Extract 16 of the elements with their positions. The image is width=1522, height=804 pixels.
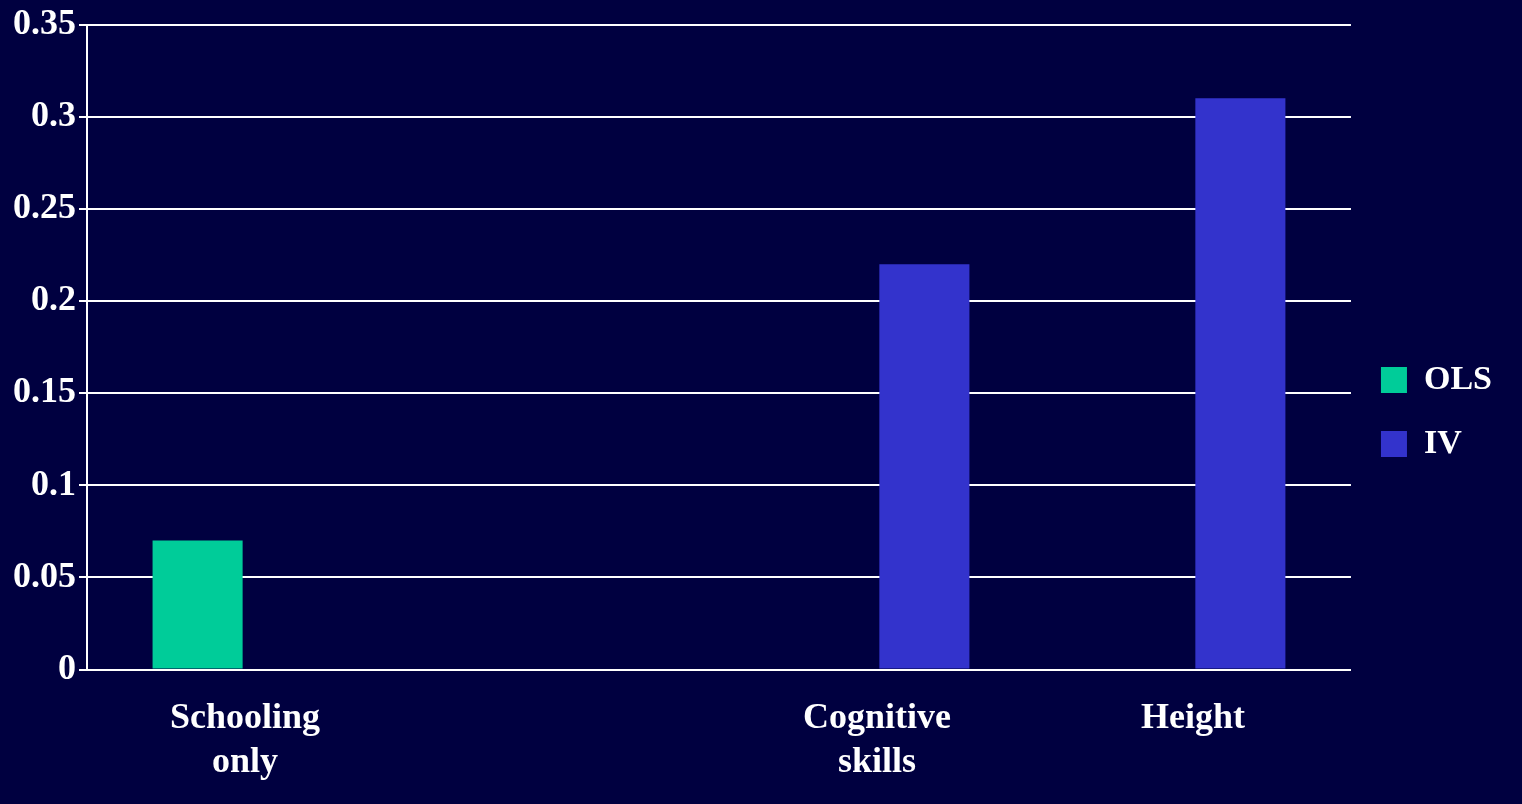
x-tick-label: Cognitive skills bbox=[802, 696, 951, 780]
bar bbox=[879, 264, 970, 669]
y-tick-label: 0.05 bbox=[13, 554, 76, 595]
y-tick-label: 0.15 bbox=[13, 370, 76, 411]
legend-label: IV bbox=[1423, 422, 1463, 460]
y-tick-label: 0.25 bbox=[13, 186, 76, 227]
bar bbox=[152, 540, 243, 669]
legend-label: OLS bbox=[1423, 358, 1493, 396]
y-tick-label: 0 bbox=[58, 646, 76, 687]
y-tick-label: 0.2 bbox=[31, 278, 76, 319]
y-tick-label: 0.3 bbox=[31, 94, 76, 135]
x-tick-label: Schooling only bbox=[169, 696, 321, 780]
bar bbox=[1195, 98, 1286, 669]
x-tick-label: Height bbox=[1140, 696, 1245, 737]
y-tick-label: 0.35 bbox=[13, 1, 76, 42]
y-tick-label: 0.1 bbox=[31, 462, 76, 503]
